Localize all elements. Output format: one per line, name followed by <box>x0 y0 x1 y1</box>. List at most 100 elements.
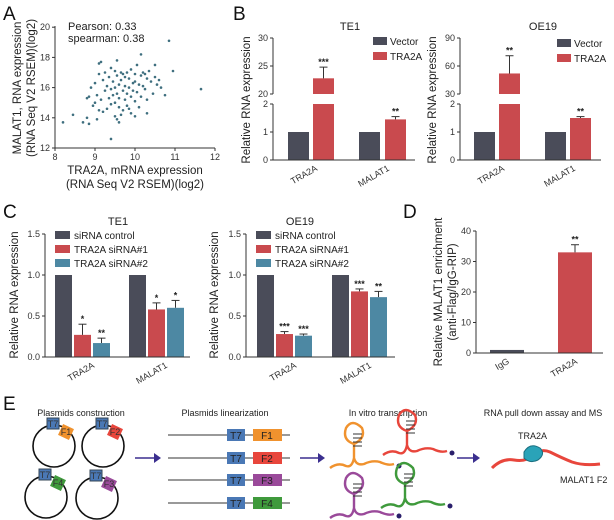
x-tick-label: 10 <box>130 152 140 162</box>
legend-label: TRA2A siRNA#1 <box>275 245 349 256</box>
t7-label: T7 <box>97 419 108 429</box>
legend-swatch <box>256 245 271 253</box>
data-point <box>117 105 121 109</box>
y-tick-label: 20 <box>461 287 471 297</box>
arrow-head-icon <box>473 453 480 463</box>
t7-label: T7 <box>40 470 51 480</box>
data-point <box>113 69 117 73</box>
data-point <box>109 66 113 70</box>
protein-label: TRA2A <box>518 431 547 441</box>
significance-label: * <box>174 290 178 300</box>
data-point <box>171 69 175 73</box>
data-point <box>101 78 105 82</box>
bar <box>570 118 591 160</box>
data-point <box>129 68 133 71</box>
data-point <box>133 72 137 76</box>
fragment-box <box>253 497 282 509</box>
biotin-tag-icon <box>396 513 402 519</box>
data-point <box>105 107 109 111</box>
y-axis-label: Relative RNA expression <box>9 231 21 358</box>
bar <box>276 334 293 357</box>
y-tick-label: 20 <box>40 22 50 32</box>
data-point <box>87 122 91 126</box>
rna-hairpin-icon <box>382 408 448 456</box>
data-point <box>97 72 101 76</box>
chart-title: OE19 <box>286 216 314 228</box>
data-point <box>87 95 91 98</box>
data-point <box>97 62 101 65</box>
y-tick-label: 1 <box>450 127 455 137</box>
legend-swatch <box>55 259 70 267</box>
data-point <box>153 63 157 67</box>
bar <box>545 132 566 160</box>
y-tick-label: 1.5 <box>27 229 40 239</box>
y-tick-label: 0.5 <box>27 311 40 321</box>
y-tick-label: 18 <box>40 52 50 62</box>
bar <box>490 349 524 353</box>
data-point <box>131 81 135 85</box>
data-point <box>135 90 139 94</box>
y-tick-label: 0.5 <box>228 311 241 321</box>
data-point <box>151 92 155 95</box>
x-axis-label: TRA2A, mRNA expression <box>67 165 203 177</box>
data-point <box>115 59 119 62</box>
y-tick-label: 1.5 <box>228 229 241 239</box>
data-point <box>85 116 89 120</box>
data-point <box>93 81 97 85</box>
y-tick-label: 90 <box>445 33 455 43</box>
t7-label: T7 <box>230 454 242 465</box>
t7-label: T7 <box>48 419 59 429</box>
data-point <box>123 75 127 79</box>
bar <box>313 104 334 160</box>
y-axis-label: Relative RNA expression <box>241 36 253 163</box>
fragment-box <box>58 424 74 440</box>
x-tick-label: 8 <box>52 152 57 162</box>
data-point <box>199 87 203 91</box>
y-tick-label: 16 <box>40 83 50 93</box>
bar <box>370 297 387 357</box>
x-tick-label: MALAT1 <box>338 360 373 386</box>
fragment-label: F4 <box>53 478 64 488</box>
significance-label: ** <box>375 281 383 291</box>
workflow-schematic: Plasmids construction Plasmids lineariza… <box>24 408 607 520</box>
legend-vector: Vector <box>390 37 419 48</box>
legend-label: TRA2A siRNA#1 <box>74 245 148 256</box>
data-point <box>137 83 141 86</box>
y-tick-label: 30 <box>258 33 268 43</box>
x-tick-label: 9 <box>92 152 97 162</box>
data-point <box>99 60 103 64</box>
bar <box>313 78 334 94</box>
y-tick-label: 0 <box>466 348 471 358</box>
fragment-box <box>50 475 66 491</box>
data-point <box>121 72 125 76</box>
data-point <box>125 104 129 108</box>
data-point <box>119 78 123 82</box>
data-point <box>133 114 137 118</box>
data-point <box>163 93 167 97</box>
data-point <box>101 110 105 114</box>
bar-chart-b-te1: TE1 Relative RNA expression Vector TRA2A… <box>241 21 423 189</box>
x-axis-label-2: (RNA Seq V2 RSEM)(log2) <box>66 179 204 191</box>
fragment-label: F2 <box>110 427 121 437</box>
data-point <box>127 86 131 89</box>
data-point <box>97 108 101 112</box>
fragment-label: F1 <box>261 431 273 442</box>
data-point <box>95 93 99 97</box>
bar <box>385 119 406 160</box>
data-point <box>103 89 107 92</box>
bar <box>332 275 349 357</box>
t7-label: T7 <box>230 499 242 510</box>
chart-title: OE19 <box>529 21 557 33</box>
pearson-annotation: Pearson: 0.33 <box>68 21 137 33</box>
bar <box>499 73 520 94</box>
data-point <box>111 80 115 83</box>
data-point <box>113 114 117 118</box>
bar <box>474 132 495 160</box>
data-point <box>117 121 121 124</box>
arrow-head-icon <box>154 453 161 463</box>
legend-swatch-vector <box>557 39 571 47</box>
bar <box>499 104 520 160</box>
x-tick-label: IgG <box>493 356 511 372</box>
y-axis-label-2: (RNA Seq V2 RSEM)(log2) <box>26 19 38 157</box>
data-point <box>133 99 137 103</box>
